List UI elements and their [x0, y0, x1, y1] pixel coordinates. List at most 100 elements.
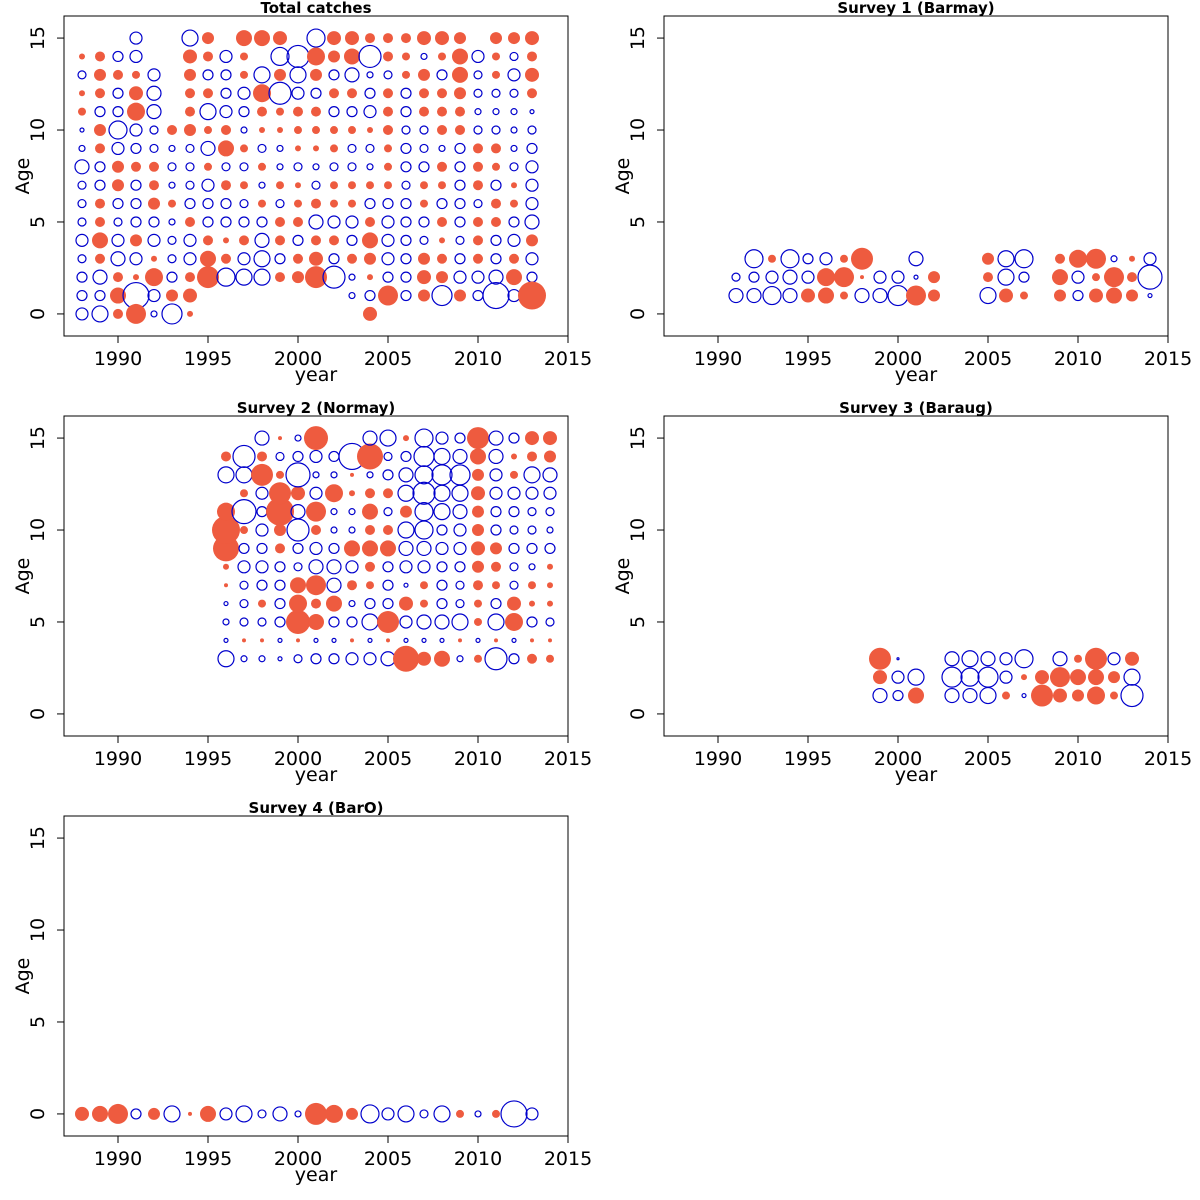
bubble-negative: [235, 1105, 253, 1123]
bubble-positive: [505, 612, 523, 631]
bubble-negative: [383, 451, 393, 462]
bubble-chart-svg: Survey 1 (Barmay) 1990 1995 2000 2005 2010 201…: [612, 0, 1192, 386]
bubble-positive: [278, 436, 282, 441]
bubble-positive: [362, 540, 378, 557]
bubble-negative: [453, 541, 467, 556]
bubble-negative: [130, 179, 142, 191]
bubble-positive: [347, 580, 357, 591]
bubble-positive: [113, 69, 123, 80]
bubble-negative: [1107, 652, 1121, 666]
bubble-negative: [488, 448, 504, 465]
bubble-negative: [525, 160, 539, 174]
bubble-negative: [892, 689, 904, 702]
bubble-negative: [508, 432, 520, 444]
bubble-negative: [896, 657, 900, 661]
bubble-negative: [94, 179, 106, 191]
bubble-positive: [527, 451, 537, 462]
bubble-negative: [347, 143, 357, 154]
bubble-negative: [490, 253, 502, 265]
bubble-negative: [511, 637, 517, 643]
bubble-negative: [545, 507, 555, 517]
x-axis-label: year: [295, 764, 338, 786]
bubble-positive: [259, 127, 265, 134]
x-tick-label: 1990: [694, 348, 742, 370]
bubble-negative: [454, 561, 466, 573]
bubble-positive: [547, 600, 553, 607]
y-tick-label: 10: [27, 918, 49, 942]
bubble-negative: [238, 216, 250, 228]
bubble-negative: [200, 140, 216, 157]
bubble-positive: [1074, 654, 1082, 663]
bubble-negative: [92, 269, 108, 285]
bubble-negative: [238, 542, 250, 555]
bubble-positive: [492, 581, 500, 590]
bubble-positive: [266, 497, 294, 526]
bubble-positive: [294, 126, 302, 135]
bubble-negative: [258, 181, 266, 189]
x-tick-label: 2010: [454, 748, 502, 770]
bubble-negative: [237, 86, 251, 100]
bubble-negative: [961, 650, 979, 668]
bubble-negative: [358, 44, 382, 69]
bubble-positive: [1072, 689, 1084, 702]
bubble-negative: [330, 526, 338, 534]
bubble-negative: [256, 216, 268, 228]
bubble-positive: [273, 31, 287, 46]
bubble-negative: [999, 652, 1013, 666]
bubble-negative: [944, 687, 960, 704]
bubble-negative: [129, 123, 143, 137]
bubble-positive: [95, 198, 105, 209]
bubble-negative: [762, 285, 782, 306]
bubble-negative: [382, 271, 394, 283]
bubble-negative: [231, 499, 257, 525]
y-axis-label: Age: [12, 158, 34, 195]
bubble-negative: [147, 288, 161, 303]
bubble-negative: [313, 637, 319, 643]
x-tick-label: 2005: [364, 1148, 412, 1170]
bubble-negative: [474, 108, 482, 116]
bubble-positive: [212, 516, 240, 545]
bubble-positive: [149, 161, 159, 172]
bubble-negative: [979, 686, 997, 705]
bubble-positive: [184, 124, 196, 137]
bubble-negative: [509, 51, 519, 62]
bubble-negative: [146, 104, 162, 120]
x-tick-label: 1995: [184, 1148, 232, 1170]
bubble-positive: [473, 161, 483, 172]
bubble-positive: [982, 252, 994, 265]
bubble-negative: [76, 271, 88, 283]
bubble-negative: [529, 109, 535, 115]
bubble-negative: [166, 271, 178, 283]
bubble-positive: [330, 126, 338, 135]
bubble-negative: [129, 252, 143, 266]
bubbles: [869, 647, 1144, 708]
bubble-negative: [112, 50, 124, 63]
y-tick-label: 10: [27, 118, 49, 142]
bubble-positive: [393, 645, 419, 672]
x-axis-label: year: [295, 364, 338, 386]
bubble-positive: [204, 126, 212, 135]
bubble-positive: [473, 216, 483, 227]
bubble-negative: [364, 289, 376, 302]
bubble-negative: [331, 637, 337, 643]
bubble-negative: [438, 144, 446, 153]
bubble-positive: [490, 542, 502, 555]
bubble-positive: [293, 106, 303, 117]
bubble-positive: [491, 216, 501, 227]
bubble-positive: [418, 252, 430, 265]
bubble-positive: [275, 272, 285, 283]
bubble-positive: [291, 486, 305, 501]
bubble-negative: [765, 270, 779, 284]
bubble-negative: [258, 655, 266, 663]
bubble-positive: [240, 489, 248, 498]
bubble-positive: [260, 638, 264, 643]
bubble-positive: [1086, 248, 1106, 269]
bubble-positive: [113, 272, 123, 283]
bubble-positive: [547, 582, 553, 589]
bubble-negative: [456, 655, 464, 663]
bubble-positive: [185, 216, 195, 227]
bubble-negative: [274, 579, 286, 591]
bubble-negative: [146, 85, 162, 101]
bubble-negative: [77, 254, 87, 264]
